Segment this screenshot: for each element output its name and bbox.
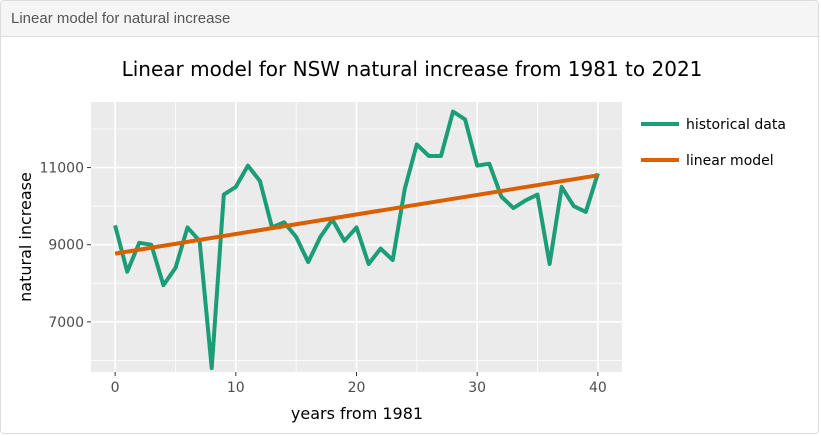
series-lines	[113, 109, 600, 371]
x-tick-label: 0	[111, 380, 120, 396]
y-axis-label: natural increase	[16, 172, 35, 302]
card-header-title: Linear model for natural increase	[11, 10, 231, 27]
historical-data-line	[113, 109, 600, 371]
x-tick-label: 30	[468, 380, 486, 396]
chart-container: Linear model for NSW natural increase fr…	[1, 38, 816, 433]
y-tick-label: 9000	[48, 238, 84, 254]
linear-model-line	[114, 173, 599, 256]
x-axis-label: years from 1981	[291, 404, 423, 423]
x-tick-label: 20	[348, 380, 366, 396]
chart-title: Linear model for NSW natural increase fr…	[122, 57, 703, 81]
x-tick-label: 40	[589, 380, 607, 396]
linear-model-legend-label: linear model	[686, 153, 774, 169]
y-tick-label: 11000	[39, 161, 84, 177]
historical-data-legend-label: historical data	[686, 117, 786, 133]
legend: historical data linear model	[641, 117, 786, 169]
x-tick-label: 10	[227, 380, 245, 396]
y-tick-label: 7000	[48, 315, 84, 331]
line-chart: Linear model for NSW natural increase fr…	[16, 57, 786, 423]
axes: 0 10 20 30 40 7000 9000 11000	[39, 161, 606, 396]
card-header: Linear model for natural increase	[1, 1, 818, 37]
